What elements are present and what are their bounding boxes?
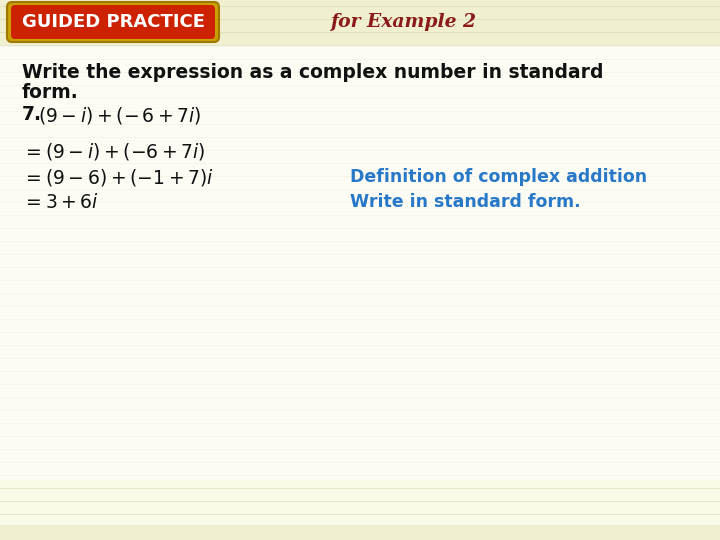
Bar [0, 45, 720, 480]
Bar [0, 525, 720, 540]
Text: Write the expression as a complex number in standard: Write the expression as a complex number… [22, 63, 603, 82]
Text: $= (9 - 6) + (-1 + 7)i$: $= (9 - 6) + (-1 + 7)i$ [22, 166, 214, 187]
Text: $= 3 + 6i$: $= 3 + 6i$ [22, 192, 99, 212]
FancyBboxPatch shape [11, 5, 215, 39]
Text: for Example 2: for Example 2 [330, 13, 476, 31]
Text: 7.: 7. [22, 105, 42, 125]
Text: $= (9 - i) + (-6 + 7i)$: $= (9 - i) + (-6 + 7i)$ [22, 141, 206, 163]
Text: GUIDED PRACTICE: GUIDED PRACTICE [22, 13, 204, 31]
Text: Definition of complex addition: Definition of complex addition [350, 168, 647, 186]
Text: $(9 - i) + (-\, 6 + 7i)$: $(9 - i) + (-\, 6 + 7i)$ [38, 105, 202, 125]
FancyBboxPatch shape [7, 2, 219, 42]
Text: form.: form. [22, 83, 78, 102]
Text: Write in standard form.: Write in standard form. [350, 193, 580, 211]
Bar [0, 0, 720, 45]
